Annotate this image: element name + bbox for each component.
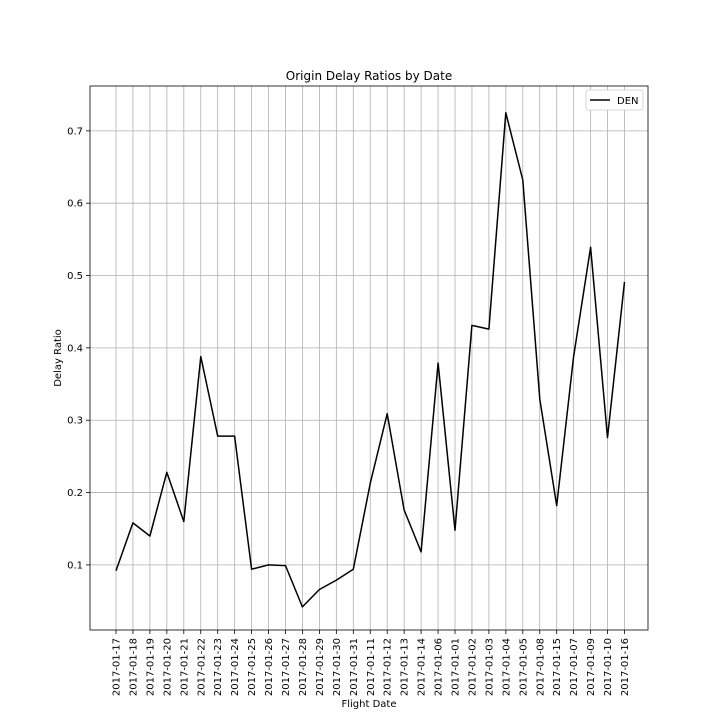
x-tick-label: 2017-01-07 (569, 638, 580, 696)
y-tick-label: 0.5 (67, 271, 83, 282)
x-axis-ticks: 2017-01-17 2017-01-18 2017-01-19 2017-01-20… (112, 630, 631, 696)
x-tick-label: 2017-01-16 (620, 638, 631, 696)
x-tick-label: 2017-01-01 (451, 638, 462, 696)
y-tick-label: 0.6 (67, 199, 83, 210)
x-tick-label: 2017-01-30 (332, 638, 343, 696)
x-tick-label: 2017-01-10 (603, 638, 614, 696)
x-tick-label: 2017-01-08 (535, 638, 546, 696)
x-tick-label: 2017-01-21 (179, 638, 190, 696)
x-tick-label: 2017-01-26 (264, 638, 275, 696)
y-tick-label: 0.7 (67, 126, 83, 137)
x-tick-label: 2017-01-29 (315, 638, 326, 696)
y-tick-label: 0.3 (67, 416, 83, 427)
series-line-den (115, 112, 626, 608)
legend: DEN (585, 89, 644, 111)
x-tick-label: 2017-01-25 (247, 638, 258, 696)
x-tick-label: 2017-01-02 (467, 638, 478, 696)
y-axis-ticks: 0.1 0.2 0.3 0.4 0.5 0.6 0.7 (67, 126, 90, 571)
grid (90, 86, 648, 630)
y-tick-label: 0.1 (67, 560, 83, 571)
x-tick-label: 2017-01-04 (501, 638, 512, 696)
x-tick-label: 2017-01-27 (281, 638, 292, 696)
x-tick-label: 2017-01-06 (434, 638, 445, 696)
y-axis-label: Delay Ratio (53, 329, 64, 387)
y-tick-label: 0.4 (67, 343, 83, 354)
x-tick-label: 2017-01-17 (112, 638, 123, 696)
plot-frame (89, 85, 649, 631)
x-tick-label: 2017-01-31 (349, 638, 360, 696)
x-tick-label: 2017-01-15 (552, 638, 563, 696)
x-tick-label: 2017-01-20 (162, 638, 173, 696)
x-tick-label: 2017-01-09 (586, 638, 597, 696)
y-tick-label: 0.2 (67, 488, 83, 499)
chart-title: Origin Delay Ratios by Date (286, 69, 452, 83)
x-tick-label: 2017-01-28 (298, 638, 309, 696)
x-tick-label: 2017-01-14 (417, 638, 428, 696)
legend-box (585, 89, 644, 111)
x-tick-label: 2017-01-03 (484, 638, 495, 696)
x-tick-label: 2017-01-24 (230, 638, 241, 696)
x-tick-label: 2017-01-23 (213, 638, 224, 696)
legend-label-den: DEN (617, 96, 639, 107)
x-tick-label: 2017-01-12 (383, 638, 394, 696)
x-tick-label: 2017-01-13 (400, 638, 411, 696)
x-tick-label: 2017-01-19 (145, 638, 156, 696)
series-layer (115, 112, 626, 608)
x-axis-label: Flight Date (342, 699, 397, 710)
x-tick-label: 2017-01-11 (366, 638, 377, 696)
x-tick-label: 2017-01-18 (128, 638, 139, 696)
x-tick-label: 2017-01-05 (518, 638, 529, 696)
x-tick-label: 2017-01-22 (196, 638, 207, 696)
